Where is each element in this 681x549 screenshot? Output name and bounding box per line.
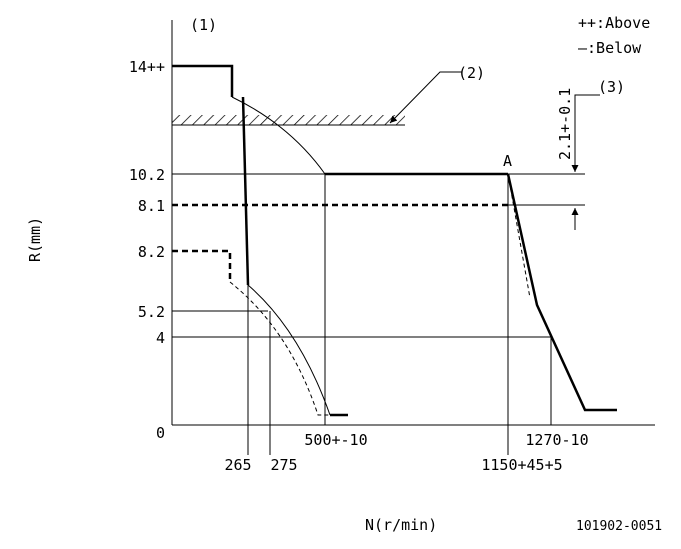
axes [171, 20, 655, 426]
x-labels: 265 275 500+-10 1150+45+5 1270-10 [224, 431, 588, 474]
y-label: 14++ [129, 58, 165, 76]
y-label: 4 [156, 329, 165, 347]
y-label: 10.2 [129, 166, 165, 184]
guides [172, 173, 585, 455]
ref-label: (2) [458, 64, 485, 82]
y-label: 8.1 [138, 197, 165, 215]
x-label: 1270-10 [525, 431, 588, 449]
dimension-3 [571, 94, 600, 230]
ref-label: (3) [598, 78, 625, 96]
x-label: 1150+45+5 [481, 456, 562, 474]
legend-below: —:Below [578, 39, 642, 57]
y-axis-title: R(mm) [26, 217, 44, 262]
x-label: 275 [270, 456, 297, 474]
y-label: 5.2 [138, 303, 165, 321]
y-labels: 14++ 10.2 8.1 8.2 5.2 4 0 [129, 58, 165, 442]
x-label: 500+-10 [304, 431, 367, 449]
x-axis-title: N(r/min) [365, 516, 437, 534]
dimension-label: 2.1+-0.1 [556, 88, 574, 160]
ref-label: (1) [190, 16, 217, 34]
y-label: 8.2 [138, 243, 165, 261]
x-label: 265 [224, 456, 251, 474]
y-label: 0 [156, 424, 165, 442]
point-label: A [503, 152, 512, 170]
curves [172, 64, 617, 417]
drawing-number: 101902-0051 [576, 519, 662, 534]
stopper [172, 71, 462, 126]
legend-above: ++:Above [578, 14, 650, 32]
